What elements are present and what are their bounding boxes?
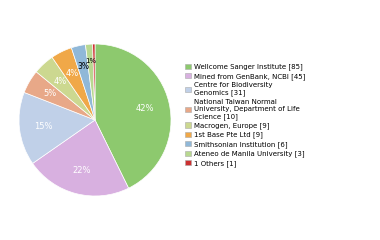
Legend: Wellcome Sanger Institute [85], Mined from GenBank, NCBI [45], Centre for Biodiv: Wellcome Sanger Institute [85], Mined fr… (184, 62, 306, 168)
Text: 1%: 1% (85, 58, 96, 64)
Wedge shape (95, 44, 171, 188)
Text: 22%: 22% (73, 166, 91, 174)
Text: 3%: 3% (77, 62, 89, 71)
Wedge shape (33, 120, 128, 196)
Wedge shape (93, 44, 95, 120)
Wedge shape (86, 44, 95, 120)
Text: 5%: 5% (44, 90, 57, 98)
Wedge shape (71, 45, 95, 120)
Text: 4%: 4% (65, 69, 79, 78)
Text: 15%: 15% (35, 122, 53, 131)
Text: 4%: 4% (54, 78, 67, 86)
Wedge shape (36, 57, 95, 120)
Wedge shape (24, 72, 95, 120)
Wedge shape (52, 48, 95, 120)
Wedge shape (19, 92, 95, 163)
Text: 42%: 42% (136, 104, 155, 113)
